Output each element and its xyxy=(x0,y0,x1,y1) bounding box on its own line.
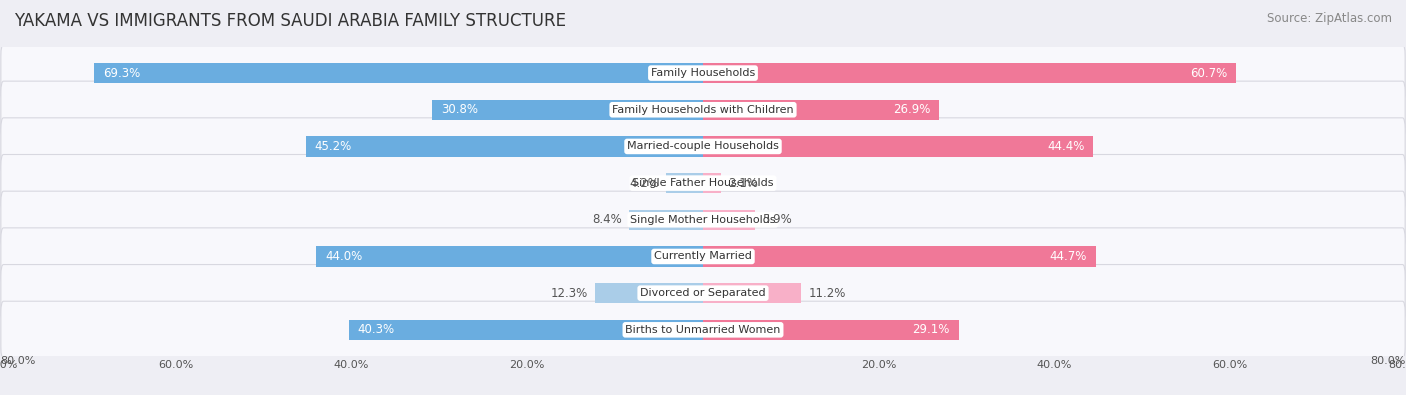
Text: 80.0%: 80.0% xyxy=(1371,356,1406,366)
Text: 80.0%: 80.0% xyxy=(0,356,35,366)
Text: 11.2%: 11.2% xyxy=(808,287,846,300)
Text: 2.1%: 2.1% xyxy=(728,177,758,190)
Text: Family Households: Family Households xyxy=(651,68,755,78)
Bar xyxy=(595,283,703,303)
Text: 5.9%: 5.9% xyxy=(762,213,792,226)
Text: Divorced or Separated: Divorced or Separated xyxy=(640,288,766,298)
Bar xyxy=(703,210,755,230)
Text: 8.4%: 8.4% xyxy=(592,213,621,226)
Text: Single Father Households: Single Father Households xyxy=(633,178,773,188)
Text: 44.4%: 44.4% xyxy=(1047,140,1084,153)
Text: 40.3%: 40.3% xyxy=(357,324,395,336)
Text: Single Mother Households: Single Mother Households xyxy=(630,215,776,225)
FancyBboxPatch shape xyxy=(1,118,1405,175)
Bar xyxy=(433,100,703,120)
FancyBboxPatch shape xyxy=(1,154,1405,212)
Bar xyxy=(703,136,1094,156)
Text: Source: ZipAtlas.com: Source: ZipAtlas.com xyxy=(1267,12,1392,25)
Text: 44.7%: 44.7% xyxy=(1050,250,1087,263)
FancyBboxPatch shape xyxy=(1,301,1405,358)
FancyBboxPatch shape xyxy=(1,228,1405,285)
Text: 12.3%: 12.3% xyxy=(551,287,588,300)
FancyBboxPatch shape xyxy=(1,191,1405,248)
Text: 26.9%: 26.9% xyxy=(893,103,931,116)
Bar xyxy=(630,210,703,230)
Text: YAKAMA VS IMMIGRANTS FROM SAUDI ARABIA FAMILY STRUCTURE: YAKAMA VS IMMIGRANTS FROM SAUDI ARABIA F… xyxy=(14,12,567,30)
Bar xyxy=(703,173,721,193)
Text: Married-couple Households: Married-couple Households xyxy=(627,141,779,151)
Bar xyxy=(703,246,1095,267)
Text: 4.2%: 4.2% xyxy=(630,177,659,190)
Bar xyxy=(94,63,703,83)
Text: 29.1%: 29.1% xyxy=(912,324,950,336)
Text: Family Households with Children: Family Households with Children xyxy=(612,105,794,115)
Text: Currently Married: Currently Married xyxy=(654,252,752,261)
Text: Births to Unmarried Women: Births to Unmarried Women xyxy=(626,325,780,335)
Text: 30.8%: 30.8% xyxy=(441,103,478,116)
Bar xyxy=(349,320,703,340)
Bar xyxy=(703,100,939,120)
Bar xyxy=(666,173,703,193)
Text: 60.7%: 60.7% xyxy=(1191,67,1227,79)
Bar xyxy=(703,320,959,340)
Bar xyxy=(316,246,703,267)
Text: 44.0%: 44.0% xyxy=(325,250,363,263)
FancyBboxPatch shape xyxy=(1,265,1405,322)
Bar xyxy=(703,63,1236,83)
Bar xyxy=(307,136,703,156)
FancyBboxPatch shape xyxy=(1,81,1405,138)
Text: 45.2%: 45.2% xyxy=(315,140,352,153)
Text: 69.3%: 69.3% xyxy=(103,67,141,79)
FancyBboxPatch shape xyxy=(1,45,1405,102)
Bar xyxy=(703,283,801,303)
